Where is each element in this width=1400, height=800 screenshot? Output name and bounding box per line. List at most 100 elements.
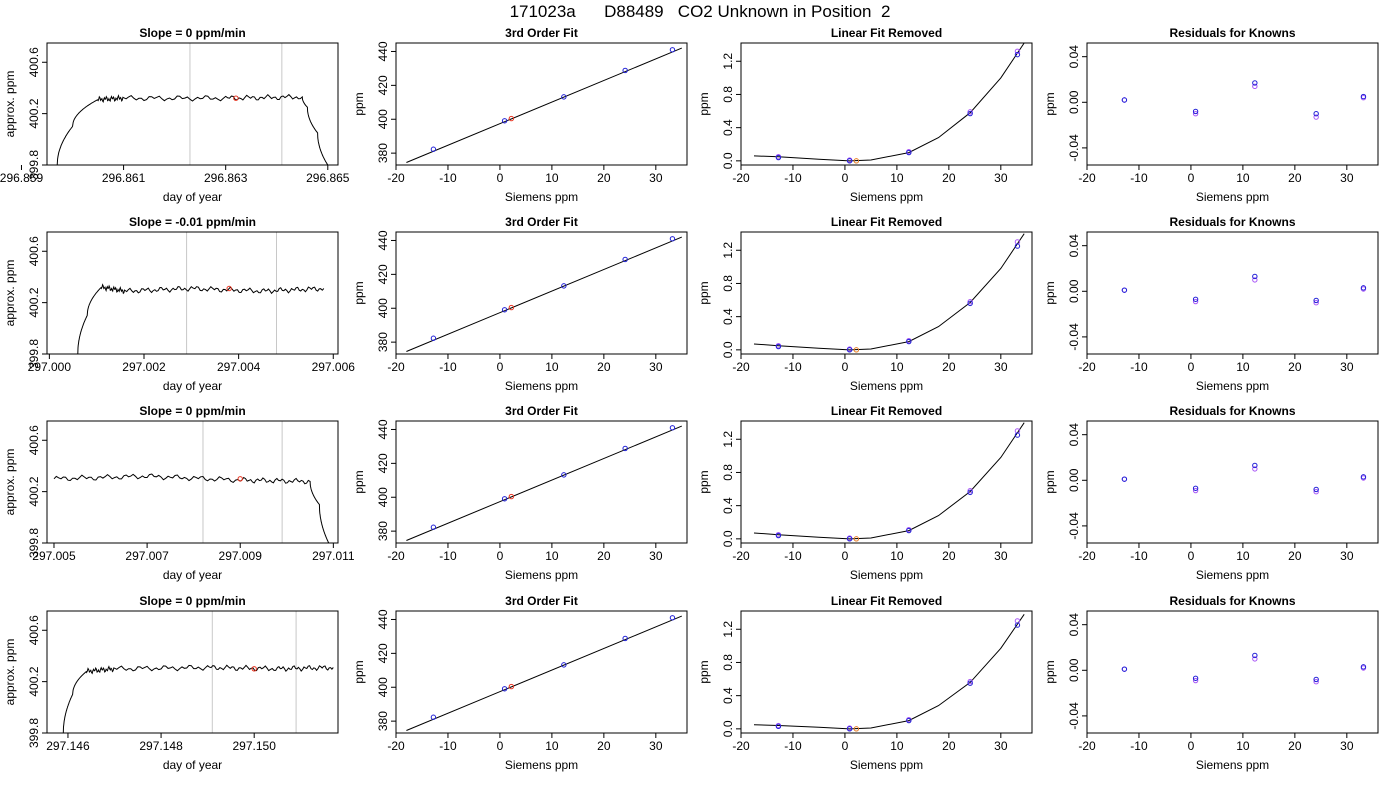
y-tick-label: 1.2: [721, 431, 735, 448]
residual-point-b: [1252, 466, 1258, 472]
plot-frame: [740, 231, 1033, 355]
y-tick-label: 0.8: [721, 654, 735, 671]
y-tick-label: 399.8: [27, 339, 41, 369]
known-point: [501, 307, 508, 313]
x-tick-label: 0: [1188, 171, 1195, 185]
x-tick-label: 20: [597, 360, 611, 374]
x-axis-label: Siemens ppm: [850, 190, 923, 204]
x-tick-label: 10: [890, 739, 904, 753]
known-point: [622, 256, 628, 263]
residual-curve: [753, 233, 1025, 351]
x-tick-label: -20: [1078, 360, 1096, 374]
residual-point-a: [1121, 666, 1128, 672]
x-axis-label: Siemens ppm: [1196, 568, 1269, 582]
x-tick-label: 20: [942, 171, 956, 185]
x-tick-label: 20: [597, 171, 611, 185]
x-tick-label: -10: [1130, 360, 1148, 374]
x-tick-label: 0: [497, 360, 504, 374]
known-point-a: [1014, 432, 1021, 438]
fit-line: [406, 236, 682, 352]
known-point: [501, 686, 508, 692]
x-tick-label: 297.002: [122, 360, 166, 374]
y-tick-label: 0.00: [1067, 90, 1081, 114]
plot-frame: [395, 231, 688, 355]
plot-area: [62, 664, 334, 733]
x-tick-label: -10: [439, 739, 457, 753]
y-tick-label: -0.04: [1067, 323, 1081, 351]
plot-area: [56, 93, 329, 165]
known-point-a: [846, 347, 853, 353]
x-tick-label: 297.005: [32, 549, 76, 563]
plot-area: [406, 615, 682, 731]
x-tick-label: 10: [545, 739, 559, 753]
x-tick-label: 30: [994, 171, 1008, 185]
known-point: [669, 236, 676, 242]
x-axis-label: day of year: [163, 190, 222, 204]
y-axis-label: ppm: [1043, 281, 1057, 304]
chart-panel: Residuals for Knowns -20 -10 0 10 20 30 -0.04 0.…: [1043, 594, 1379, 772]
known-point: [622, 67, 628, 74]
y-tick-label: 0.0: [721, 152, 735, 169]
x-tick-label: 30: [649, 739, 663, 753]
y-tick-label: 399.8: [27, 718, 41, 748]
x-tick-label: -10: [1130, 739, 1148, 753]
y-tick-label: 420: [376, 264, 390, 284]
unknown-point: [508, 683, 515, 690]
plot-frame: [1086, 42, 1379, 166]
known-point: [669, 425, 676, 431]
known-point-a: [775, 723, 782, 730]
residual-point-b: [1313, 678, 1319, 685]
y-tick-label: 400.6: [27, 47, 41, 77]
plot-frame: [46, 610, 339, 734]
x-tick-label: 296.865: [306, 171, 350, 185]
y-tick-label: 0.8: [721, 464, 735, 481]
known-point-a: [967, 680, 973, 686]
fit-line: [406, 615, 682, 731]
residual-point-a: [1313, 676, 1319, 683]
x-tick-label: -10: [784, 549, 802, 563]
y-tick-label: 399.8: [27, 150, 41, 180]
chart-panel: Slope = 0 ppm/min 297.146 297.148 297.150 39…: [3, 594, 339, 772]
known-point: [561, 662, 567, 668]
residual-point-b: [1313, 299, 1319, 306]
unknown-point: [853, 158, 860, 164]
x-tick-label: 30: [994, 360, 1008, 374]
x-tick-label: -20: [387, 739, 405, 753]
x-tick-label: 10: [1236, 360, 1250, 374]
chart-title: Residuals for Knowns: [1169, 215, 1295, 229]
y-tick-label: 0.8: [721, 86, 735, 103]
known-point: [501, 118, 508, 124]
known-point-a: [846, 158, 853, 164]
residual-curve: [753, 43, 1025, 162]
y-axis-label: ppm: [1043, 92, 1057, 115]
residual-point-b: [1252, 83, 1258, 90]
known-point-a: [1014, 51, 1021, 58]
x-tick-label: 296.863: [204, 171, 248, 185]
chart-panel: Linear Fit Removed -20 -10 0 10 20 30 0.0 0.4 0.8…: [697, 26, 1033, 204]
x-tick-label: 297.146: [46, 739, 90, 753]
x-axis-label: Siemens ppm: [850, 568, 923, 582]
x-tick-label: 10: [545, 171, 559, 185]
x-tick-label: 0: [497, 549, 504, 563]
plot-frame: [740, 610, 1033, 734]
known-point-a: [906, 149, 912, 156]
chart-title: Linear Fit Removed: [831, 594, 942, 608]
chart-title: Slope = 0 ppm/min: [139, 594, 245, 608]
known-point: [622, 635, 628, 642]
chart-title: 3rd Order Fit: [505, 594, 578, 608]
y-axis-label: approx. ppm: [3, 71, 17, 138]
fit-line: [406, 425, 682, 541]
x-tick-label: -20: [732, 549, 750, 563]
x-tick-label: 30: [1340, 171, 1354, 185]
y-tick-label: 400.6: [27, 425, 41, 455]
x-tick-label: 20: [1288, 549, 1302, 563]
x-tick-label: 30: [649, 171, 663, 185]
x-tick-label: 0: [497, 171, 504, 185]
sample-point: [226, 285, 232, 292]
y-axis-label: ppm: [352, 92, 366, 115]
x-tick-label: 0: [842, 739, 849, 753]
y-tick-label: 380: [376, 143, 390, 163]
y-tick-label: 0.4: [721, 308, 735, 325]
y-tick-label: 400.6: [27, 615, 41, 645]
known-point: [430, 714, 437, 720]
